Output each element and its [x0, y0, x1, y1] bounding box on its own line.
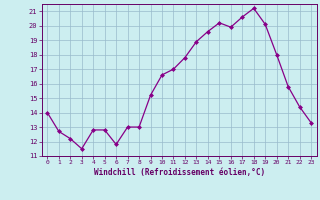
X-axis label: Windchill (Refroidissement éolien,°C): Windchill (Refroidissement éolien,°C) — [94, 168, 265, 177]
